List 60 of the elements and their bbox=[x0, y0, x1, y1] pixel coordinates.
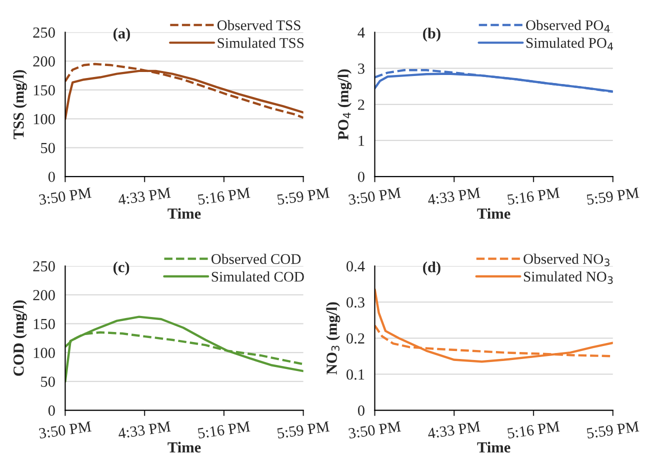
x-tick-label: 4:33 PM bbox=[118, 421, 171, 439]
y-tick-label: 0.1 bbox=[346, 369, 364, 380]
y-tick-label: 2 bbox=[358, 100, 364, 110]
y-tick-label: 100 bbox=[34, 114, 55, 124]
x-axis-title: Time bbox=[477, 442, 510, 453]
legend-label: Simulated TSS bbox=[218, 38, 304, 48]
x-axis-title: Time bbox=[168, 442, 201, 453]
y-tick-label: 0 bbox=[48, 172, 55, 182]
x-tick-label: 4:33 PM bbox=[427, 421, 481, 439]
x-tick-label: 5:16 PM bbox=[507, 421, 560, 439]
x-tick-label: 3:50 PM bbox=[38, 187, 92, 205]
line-series bbox=[374, 288, 613, 363]
legend-label: Simulated PO$_{4}$ bbox=[526, 38, 614, 50]
x-tick-label: 3:50 PM bbox=[348, 421, 402, 439]
legend-label: Observed PO$_{4}$ bbox=[526, 20, 610, 32]
line-series bbox=[65, 316, 304, 383]
y-tick-label: 0 bbox=[358, 405, 364, 416]
y-axis-title: TSS (mg/l) bbox=[13, 70, 28, 140]
x-tick-label: 4:33 PM bbox=[118, 188, 171, 206]
x-tick-label: 4:33 PM bbox=[427, 188, 481, 206]
y-tick-label: 100 bbox=[34, 348, 55, 358]
x-tick-label: 5:59 PM bbox=[277, 188, 330, 205]
y-axis-title: COD (mg/l) bbox=[13, 300, 28, 376]
x-tick-label: 5:16 PM bbox=[198, 421, 250, 439]
chart-title: (b) bbox=[423, 28, 440, 42]
x-tick-label: 5:16 PM bbox=[507, 188, 560, 205]
chart-title: (c) bbox=[113, 262, 130, 276]
y-tick-label: 3 bbox=[358, 64, 364, 74]
y-tick-label: 200 bbox=[33, 56, 55, 67]
x-tick-label: 5:59 PM bbox=[277, 421, 330, 439]
y-tick-label: 150 bbox=[34, 318, 55, 330]
y-tick-label: 0.2 bbox=[346, 333, 364, 344]
x-tick-label: 5:59 PM bbox=[586, 421, 640, 439]
y-axis-title: NO$_{3}$ (mg/l) bbox=[326, 302, 340, 374]
x-tick-label: 3:50 PM bbox=[348, 187, 402, 205]
y-tick-label: 0.4 bbox=[346, 261, 365, 272]
y-tick-label: 0.3 bbox=[346, 297, 364, 308]
y-tick-label: 1 bbox=[358, 136, 364, 146]
legend-label: Simulated NO$_{3}$ bbox=[524, 271, 613, 284]
x-axis-title: Time bbox=[477, 208, 510, 219]
y-tick-label: 0 bbox=[48, 405, 55, 416]
y-tick-label: 250 bbox=[33, 27, 55, 38]
x-axis-title: Time bbox=[168, 208, 201, 219]
y-tick-label: 4 bbox=[358, 28, 365, 38]
legend-label: Simulated COD bbox=[212, 271, 304, 282]
y-tick-label: 200 bbox=[33, 290, 55, 300]
legend-label: Observed COD bbox=[212, 254, 301, 264]
x-tick-label: 5:16 PM bbox=[198, 188, 250, 205]
y-tick-label: 0 bbox=[358, 172, 364, 182]
y-tick-label: 150 bbox=[34, 85, 55, 96]
x-tick-label: 3:50 PM bbox=[38, 421, 92, 439]
chart-title: (d) bbox=[423, 262, 440, 276]
chart-title: (a) bbox=[113, 28, 130, 42]
legend-label: Observed NO$_{3}$ bbox=[524, 254, 610, 266]
x-tick-label: 5:59 PM bbox=[586, 188, 640, 205]
y-axis-title: PO$_{4}$ (mg/l) bbox=[338, 69, 352, 140]
legend-label: Observed TSS bbox=[217, 20, 300, 30]
y-tick-label: 50 bbox=[41, 376, 55, 387]
y-tick-label: 250 bbox=[33, 261, 55, 272]
y-tick-label: 50 bbox=[41, 142, 55, 154]
